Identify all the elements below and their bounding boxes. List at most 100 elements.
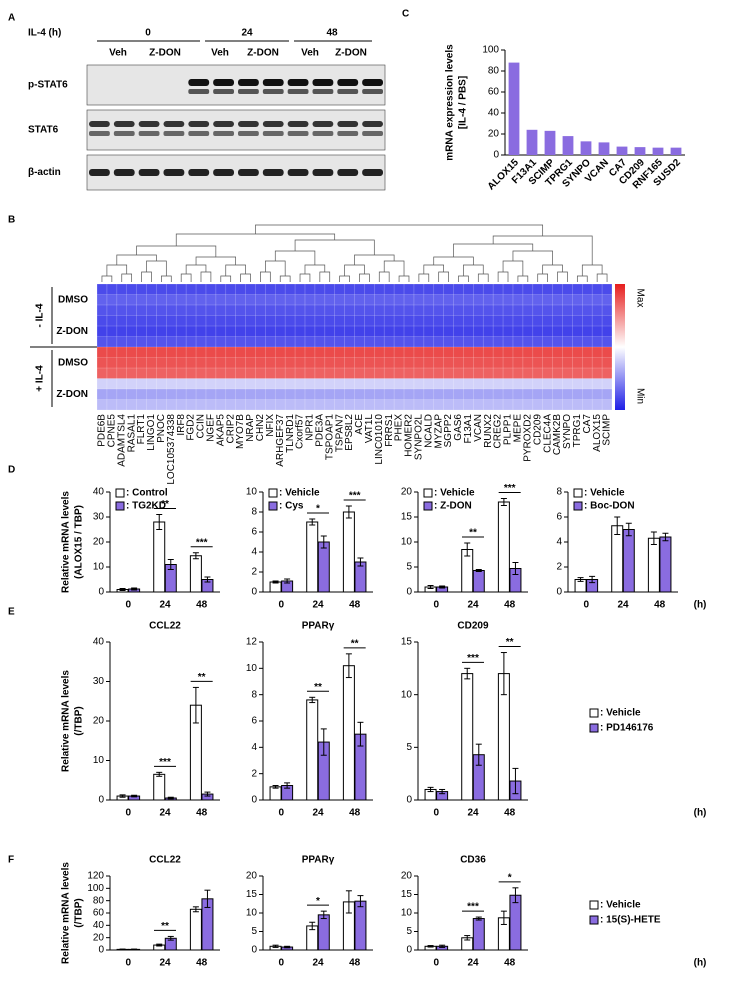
- bar: [526, 129, 538, 155]
- blot-band: [337, 169, 359, 176]
- x-tick-label: 24: [312, 808, 324, 819]
- gene-label: ARHGEF37: [275, 414, 286, 467]
- y-tick-label: 15: [401, 889, 413, 900]
- error-bar: [309, 921, 316, 931]
- error-bar: [320, 728, 327, 756]
- significance-label: **: [314, 682, 322, 693]
- x-tick-label: 0: [279, 600, 285, 611]
- significance-label: ***: [196, 537, 208, 548]
- y-tick-label: 12: [246, 637, 258, 648]
- gene-label: CPNE5: [106, 414, 117, 448]
- y-tick-label: 10: [401, 908, 413, 919]
- significance-label: **: [198, 672, 206, 683]
- legend-swatch: [589, 723, 599, 733]
- error-bar: [439, 585, 446, 589]
- error-bar: [119, 588, 126, 591]
- y-tick-label: 20: [93, 932, 105, 943]
- chart-title: CCL22: [149, 621, 181, 632]
- blot-band: [163, 121, 185, 127]
- blot-row-label: STAT6: [28, 125, 59, 136]
- blot-band: [312, 121, 334, 127]
- blot-band: [238, 131, 259, 136]
- y-tick-label: 20: [401, 871, 413, 882]
- error-bar: [192, 552, 199, 560]
- lane-label: Z-DON: [247, 48, 279, 59]
- heatmap-row-label: DMSO: [58, 357, 88, 368]
- gene-label: NRAP: [245, 414, 256, 442]
- blot-band: [113, 121, 135, 127]
- blot-band: [138, 169, 160, 176]
- error-bar: [131, 794, 138, 798]
- gene-label: PYROXD2: [522, 414, 533, 462]
- panel-label: D: [8, 465, 15, 476]
- x-unit-label: (h): [694, 958, 707, 969]
- significance-label: *: [508, 872, 512, 883]
- timepoint-label: 0: [145, 28, 151, 39]
- legend-label: : Cys: [279, 501, 304, 512]
- heatmap-row-label: Z-DON: [56, 326, 88, 337]
- gene-label: FRRS1: [384, 414, 395, 447]
- y-tick-label: 0: [98, 945, 104, 956]
- x-tick-label: 0: [584, 600, 590, 611]
- gene-label: PDE6B: [97, 414, 108, 447]
- x-tick-label: 0: [279, 808, 285, 819]
- x-tick-label: 48: [349, 958, 361, 969]
- gene-label: GAS6: [453, 414, 464, 441]
- heatmap-row-label: DMSO: [58, 294, 88, 305]
- blot-band: [262, 79, 284, 86]
- gene-label: VAT1L: [364, 414, 375, 444]
- error-bar: [662, 532, 669, 542]
- error-bar: [119, 794, 126, 798]
- bar: [634, 147, 646, 155]
- blot-band: [362, 89, 383, 94]
- gene-label: ACE: [354, 414, 365, 435]
- legend-swatch: [573, 501, 583, 511]
- gene-label: SYNPO2L: [414, 414, 425, 461]
- blot-band: [113, 169, 135, 176]
- heatmap-row: [97, 357, 612, 368]
- blot-membrane: [86, 109, 386, 151]
- gene-label: FGD2: [186, 414, 197, 441]
- significance-label: ***: [467, 902, 479, 913]
- significance-label: ***: [504, 483, 516, 494]
- bar: [544, 130, 556, 155]
- heatmap-row: [97, 326, 612, 337]
- color-scale: [615, 284, 625, 410]
- blot-band: [287, 169, 309, 176]
- blot-band: [238, 121, 259, 127]
- y-tick-label: 0: [98, 587, 104, 598]
- x-tick-label: 48: [349, 808, 361, 819]
- blot-band: [89, 131, 110, 136]
- blot-band: [213, 89, 234, 94]
- error-bar: [475, 569, 482, 572]
- y-tick-label: 15: [401, 512, 413, 523]
- lane-label: Veh: [109, 48, 127, 59]
- legend-swatch: [268, 501, 278, 511]
- y-tick-label: 20: [246, 871, 258, 882]
- error-bar: [320, 535, 327, 549]
- blot-band: [113, 131, 135, 136]
- significance-label: *: [316, 896, 320, 907]
- error-bar: [204, 576, 211, 583]
- bar: [509, 894, 522, 951]
- error-bar: [357, 557, 364, 567]
- legend-label: : Vehicle: [600, 900, 641, 911]
- y-tick-label: 5: [406, 562, 412, 573]
- bar: [497, 501, 510, 593]
- blot-band: [213, 79, 234, 86]
- lane-label: Veh: [211, 48, 229, 59]
- error-bar: [119, 948, 126, 951]
- error-bar: [131, 587, 138, 591]
- chart-title: CD36: [460, 855, 486, 866]
- error-bar: [272, 785, 279, 789]
- blot-row-label: p-STAT6: [28, 80, 68, 91]
- y-tick-label: 40: [93, 487, 105, 498]
- y-tick-label: 0: [556, 587, 562, 598]
- blot-band: [213, 121, 234, 127]
- heatmap-row: [97, 294, 612, 305]
- blot-row-label: β-actin: [28, 167, 61, 178]
- y-axis-label: (/TBP): [74, 706, 85, 735]
- blot-band: [312, 131, 334, 136]
- gene-label: NGEF: [206, 414, 217, 442]
- gene-label: MYO7B: [235, 414, 246, 449]
